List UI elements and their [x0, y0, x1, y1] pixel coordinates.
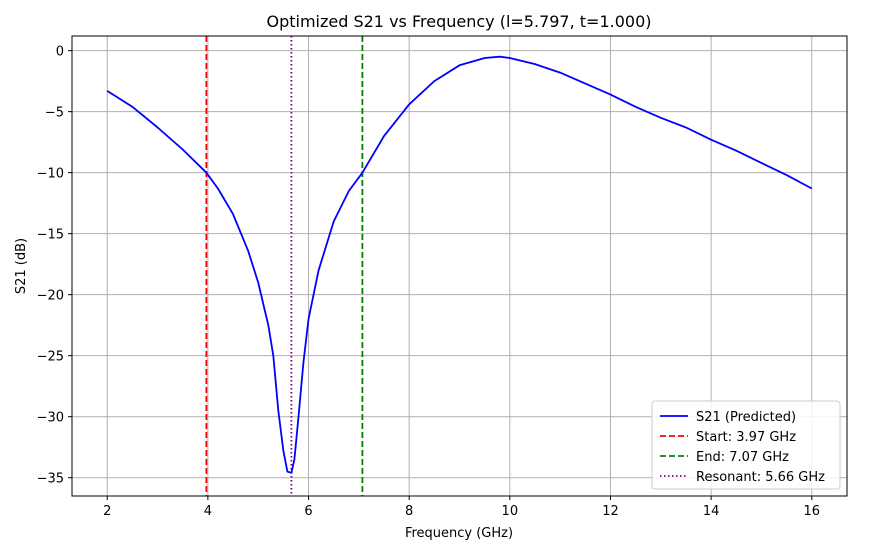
- marker-lines: [205, 36, 364, 496]
- x-axis-label: Frequency (GHz): [405, 526, 513, 541]
- x-tick-label: 4: [204, 504, 212, 519]
- y-tick-label: −20: [37, 289, 64, 304]
- series-layer: [106, 55, 813, 474]
- y-tick-label: −10: [37, 167, 64, 182]
- x-tick-label: 14: [703, 504, 720, 519]
- x-tick-label: 10: [502, 504, 519, 519]
- x-tick-label: 6: [304, 504, 312, 519]
- x-axis-ticks: 2 4 6 8 10 12 14 16: [103, 496, 820, 519]
- legend: S21 (Predicted) Start: 3.97 GHz End: 7.07 …: [651, 400, 841, 490]
- y-tick-label: −30: [37, 411, 64, 426]
- x-tick-label: 2: [103, 504, 111, 519]
- legend-entry: S21 (Predicted): [696, 410, 796, 425]
- x-tick-label: 12: [602, 504, 619, 519]
- grid: [72, 36, 847, 496]
- y-tick-label: −35: [37, 472, 64, 487]
- y-tick-label: −15: [37, 228, 64, 243]
- plot-frame: [71, 35, 848, 497]
- x-tick-label: 16: [803, 504, 820, 519]
- chart-title: Optimized S21 vs Frequency (l=5.797, t=1…: [266, 12, 651, 31]
- y-tick-label: −5: [45, 106, 64, 121]
- legend-entry: Resonant: 5.66 GHz: [696, 470, 825, 485]
- y-axis-label: S21 (dB): [14, 238, 29, 294]
- legend-entry: End: 7.07 GHz: [696, 450, 789, 465]
- y-tick-label: −25: [37, 350, 64, 365]
- legend-box: [651, 400, 841, 490]
- y-tick-label: 0: [56, 45, 64, 60]
- series-line-s21: [106, 55, 813, 474]
- y-axis-ticks: 0 −5 −10 −15 −20 −25 −30 −35: [37, 45, 72, 487]
- legend-entry: Start: 3.97 GHz: [696, 430, 796, 445]
- x-tick-label: 8: [405, 504, 413, 519]
